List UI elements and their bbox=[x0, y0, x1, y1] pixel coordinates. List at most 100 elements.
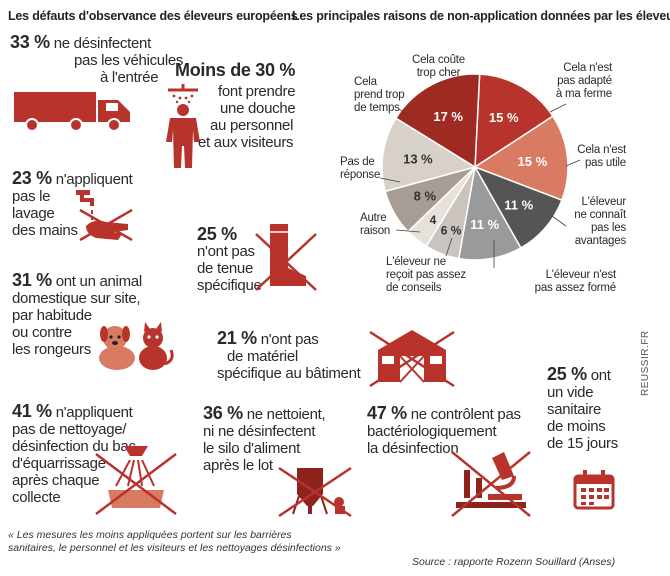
stat-hands-text: n'appliquent bbox=[55, 171, 133, 188]
microscope-crossed-icon bbox=[451, 451, 531, 517]
pie-slice-label: 4 bbox=[430, 213, 437, 227]
legend-time: Cela prend trop de temps bbox=[354, 76, 405, 115]
legend-not-adapted: Cela n'est pas adapté à ma ferme bbox=[554, 62, 612, 101]
stat-vehicles-text: pas les véhicules bbox=[74, 52, 184, 69]
calendar-icon bbox=[573, 470, 615, 510]
stat-bacterio: 47 % ne contrôlent pas bactériologiqueme… bbox=[367, 403, 547, 457]
pie-slice-label: 11 % bbox=[470, 217, 499, 232]
stat-bacterio-text: la désinfection bbox=[367, 440, 459, 457]
stat-empty-text: de moins bbox=[547, 418, 606, 435]
stat-silo-text: après le lot bbox=[203, 457, 273, 474]
stat-silo-text: ni ne désinfectent bbox=[203, 423, 316, 440]
stat-bacterio-text: ne contrôlent pas bbox=[410, 406, 521, 423]
pie-slice-label: 13 % bbox=[403, 152, 433, 167]
pie-slice bbox=[394, 73, 481, 169]
legend-line: Cela bbox=[354, 76, 377, 88]
stat-vehicles-pct: 33 % bbox=[10, 32, 50, 52]
stat-pets-text: ont un animal bbox=[55, 273, 142, 290]
legend-line: de temps bbox=[354, 102, 400, 114]
stat-shower-line: au personnel bbox=[210, 117, 294, 134]
stat-tank-text: n'appliquent bbox=[55, 404, 133, 421]
stat-empty-text: sanitaire bbox=[547, 401, 601, 418]
legend-no-answer: Pas de réponse bbox=[340, 156, 380, 182]
source: Source : rapporte Rozenn Souillard (Anse… bbox=[412, 556, 616, 568]
legend-line: Cela n'est bbox=[563, 62, 612, 74]
stat-silo-text: le silo d'aliment bbox=[203, 440, 300, 457]
pie-slice bbox=[473, 115, 569, 202]
legend-line: raison bbox=[360, 225, 391, 237]
stat-boots-line: spécifique bbox=[197, 277, 262, 294]
stat-pets: 31 % ont un animal domestique sur site, … bbox=[12, 270, 182, 358]
legend-line: trop cher bbox=[416, 67, 461, 79]
boot-crossed-icon bbox=[255, 224, 317, 291]
stat-shower-line: font prendre bbox=[218, 83, 296, 100]
stat-vehicles: 33 % ne désinfectent pas les véhicules à… bbox=[10, 32, 190, 86]
pie-slice bbox=[474, 73, 554, 169]
stat-hands-text: des mains bbox=[12, 222, 78, 239]
stat-bacterio-text: bactériologiquement bbox=[367, 423, 497, 440]
truck-icon bbox=[14, 92, 130, 132]
stat-hands-pct: 23 % bbox=[12, 168, 52, 188]
legend-line: Pas de bbox=[340, 156, 375, 168]
legend-line: pas assez formé bbox=[534, 282, 617, 294]
legend-cost: Cela coûte trop cher bbox=[412, 54, 465, 80]
stat-tank-pct: 41 % bbox=[12, 401, 52, 421]
stat-hands-text: pas le bbox=[12, 188, 51, 205]
stat-bacterio-pct: 47 % bbox=[367, 403, 407, 423]
stat-material: 21 % n'ont pas de matériel spécifique au… bbox=[217, 328, 407, 382]
stat-shower-text: font prendre une douche au personnel et … bbox=[198, 83, 320, 151]
legend-line: réponse bbox=[340, 169, 381, 181]
stat-material-text: de matériel bbox=[227, 348, 298, 365]
stat-pets-text: les rongeurs bbox=[12, 341, 91, 358]
stat-vehicles-text: ne désinfectent bbox=[53, 35, 152, 52]
legend-line: Autre bbox=[360, 212, 387, 224]
stat-pets-text: domestique sur site, bbox=[12, 290, 141, 307]
stat-tank: 41 % n'appliquent pas de nettoyage/ dési… bbox=[12, 401, 182, 506]
legend-line: ne connaît bbox=[574, 209, 626, 221]
legend-not-trained: L'éleveur n'est pas assez formé bbox=[508, 269, 617, 295]
stat-shower-pct: Moins de 30 % bbox=[175, 60, 296, 80]
stat-material-text: spécifique au bâtiment bbox=[217, 365, 361, 382]
stat-shower-line: et aux visiteurs bbox=[198, 134, 294, 151]
stat-pets-pct: 31 % bbox=[12, 270, 52, 290]
dog-cat-icon bbox=[99, 322, 174, 370]
quote-line: sanitaires, le personnel et les visiteur… bbox=[8, 542, 341, 554]
legend-line: à ma ferme bbox=[555, 88, 612, 100]
legend-line: pas adapté bbox=[557, 75, 612, 87]
legend-line: pas les bbox=[590, 222, 626, 234]
legend-line: de conseils bbox=[386, 282, 442, 294]
stat-tank-text: désinfection du bac bbox=[12, 438, 136, 455]
legend-not-useful: Cela n'est pas utile bbox=[572, 144, 626, 170]
legend-line: prend trop bbox=[354, 89, 405, 101]
stat-material-pct: 21 % bbox=[217, 328, 257, 348]
legend-line: reçoit pas assez bbox=[386, 269, 466, 281]
stat-pets-text: par habitude bbox=[12, 307, 92, 324]
stat-silo: 36 % ne nettoient, ni ne désinfectent le… bbox=[203, 403, 373, 474]
pie-slice-label: 17 % bbox=[433, 109, 463, 124]
silo-crossed-icon bbox=[278, 466, 352, 518]
stat-empty: 25 % ont un vide sanitaire de moins de 1… bbox=[547, 365, 657, 452]
pie-slice-label: 11 % bbox=[504, 198, 533, 213]
quote-line: « Les mesures les moins appliquées porte… bbox=[8, 529, 292, 541]
legend-line: Cela coûte bbox=[412, 54, 465, 66]
hand-wash-crossed-icon bbox=[76, 190, 133, 242]
pie-slice-label: 15 % bbox=[489, 110, 519, 125]
pie-slice-label: 15 % bbox=[518, 154, 548, 169]
shower-person-icon bbox=[166, 84, 200, 168]
stat-tank-text: d'équarrissage bbox=[12, 455, 106, 472]
stat-silo-pct: 36 % bbox=[203, 403, 243, 423]
stat-boots-line: n'ont pas bbox=[197, 243, 255, 260]
stat-pets-text: ou contre bbox=[12, 324, 72, 341]
legend-line: avantages bbox=[574, 235, 626, 247]
stat-tank-text: après chaque bbox=[12, 472, 100, 489]
stat-material-text: n'ont pas bbox=[260, 331, 319, 348]
stat-vehicles-text: à l'entrée bbox=[100, 69, 159, 86]
pie-slice-label: 8 % bbox=[414, 188, 437, 203]
stat-empty-text: ont bbox=[590, 367, 611, 384]
stat-silo-text: ne nettoient, bbox=[246, 406, 326, 423]
pie-slice-label: 6 % bbox=[441, 224, 462, 238]
stat-tank-text: pas de nettoyage/ bbox=[12, 421, 127, 438]
pie-slice bbox=[381, 117, 477, 193]
stat-empty-text: de 15 jours bbox=[547, 435, 618, 452]
reasons-pie-chart: 15 % 15 % 11 % 11 % 6 % 4 8 % 13 % 17 % bbox=[381, 73, 569, 261]
